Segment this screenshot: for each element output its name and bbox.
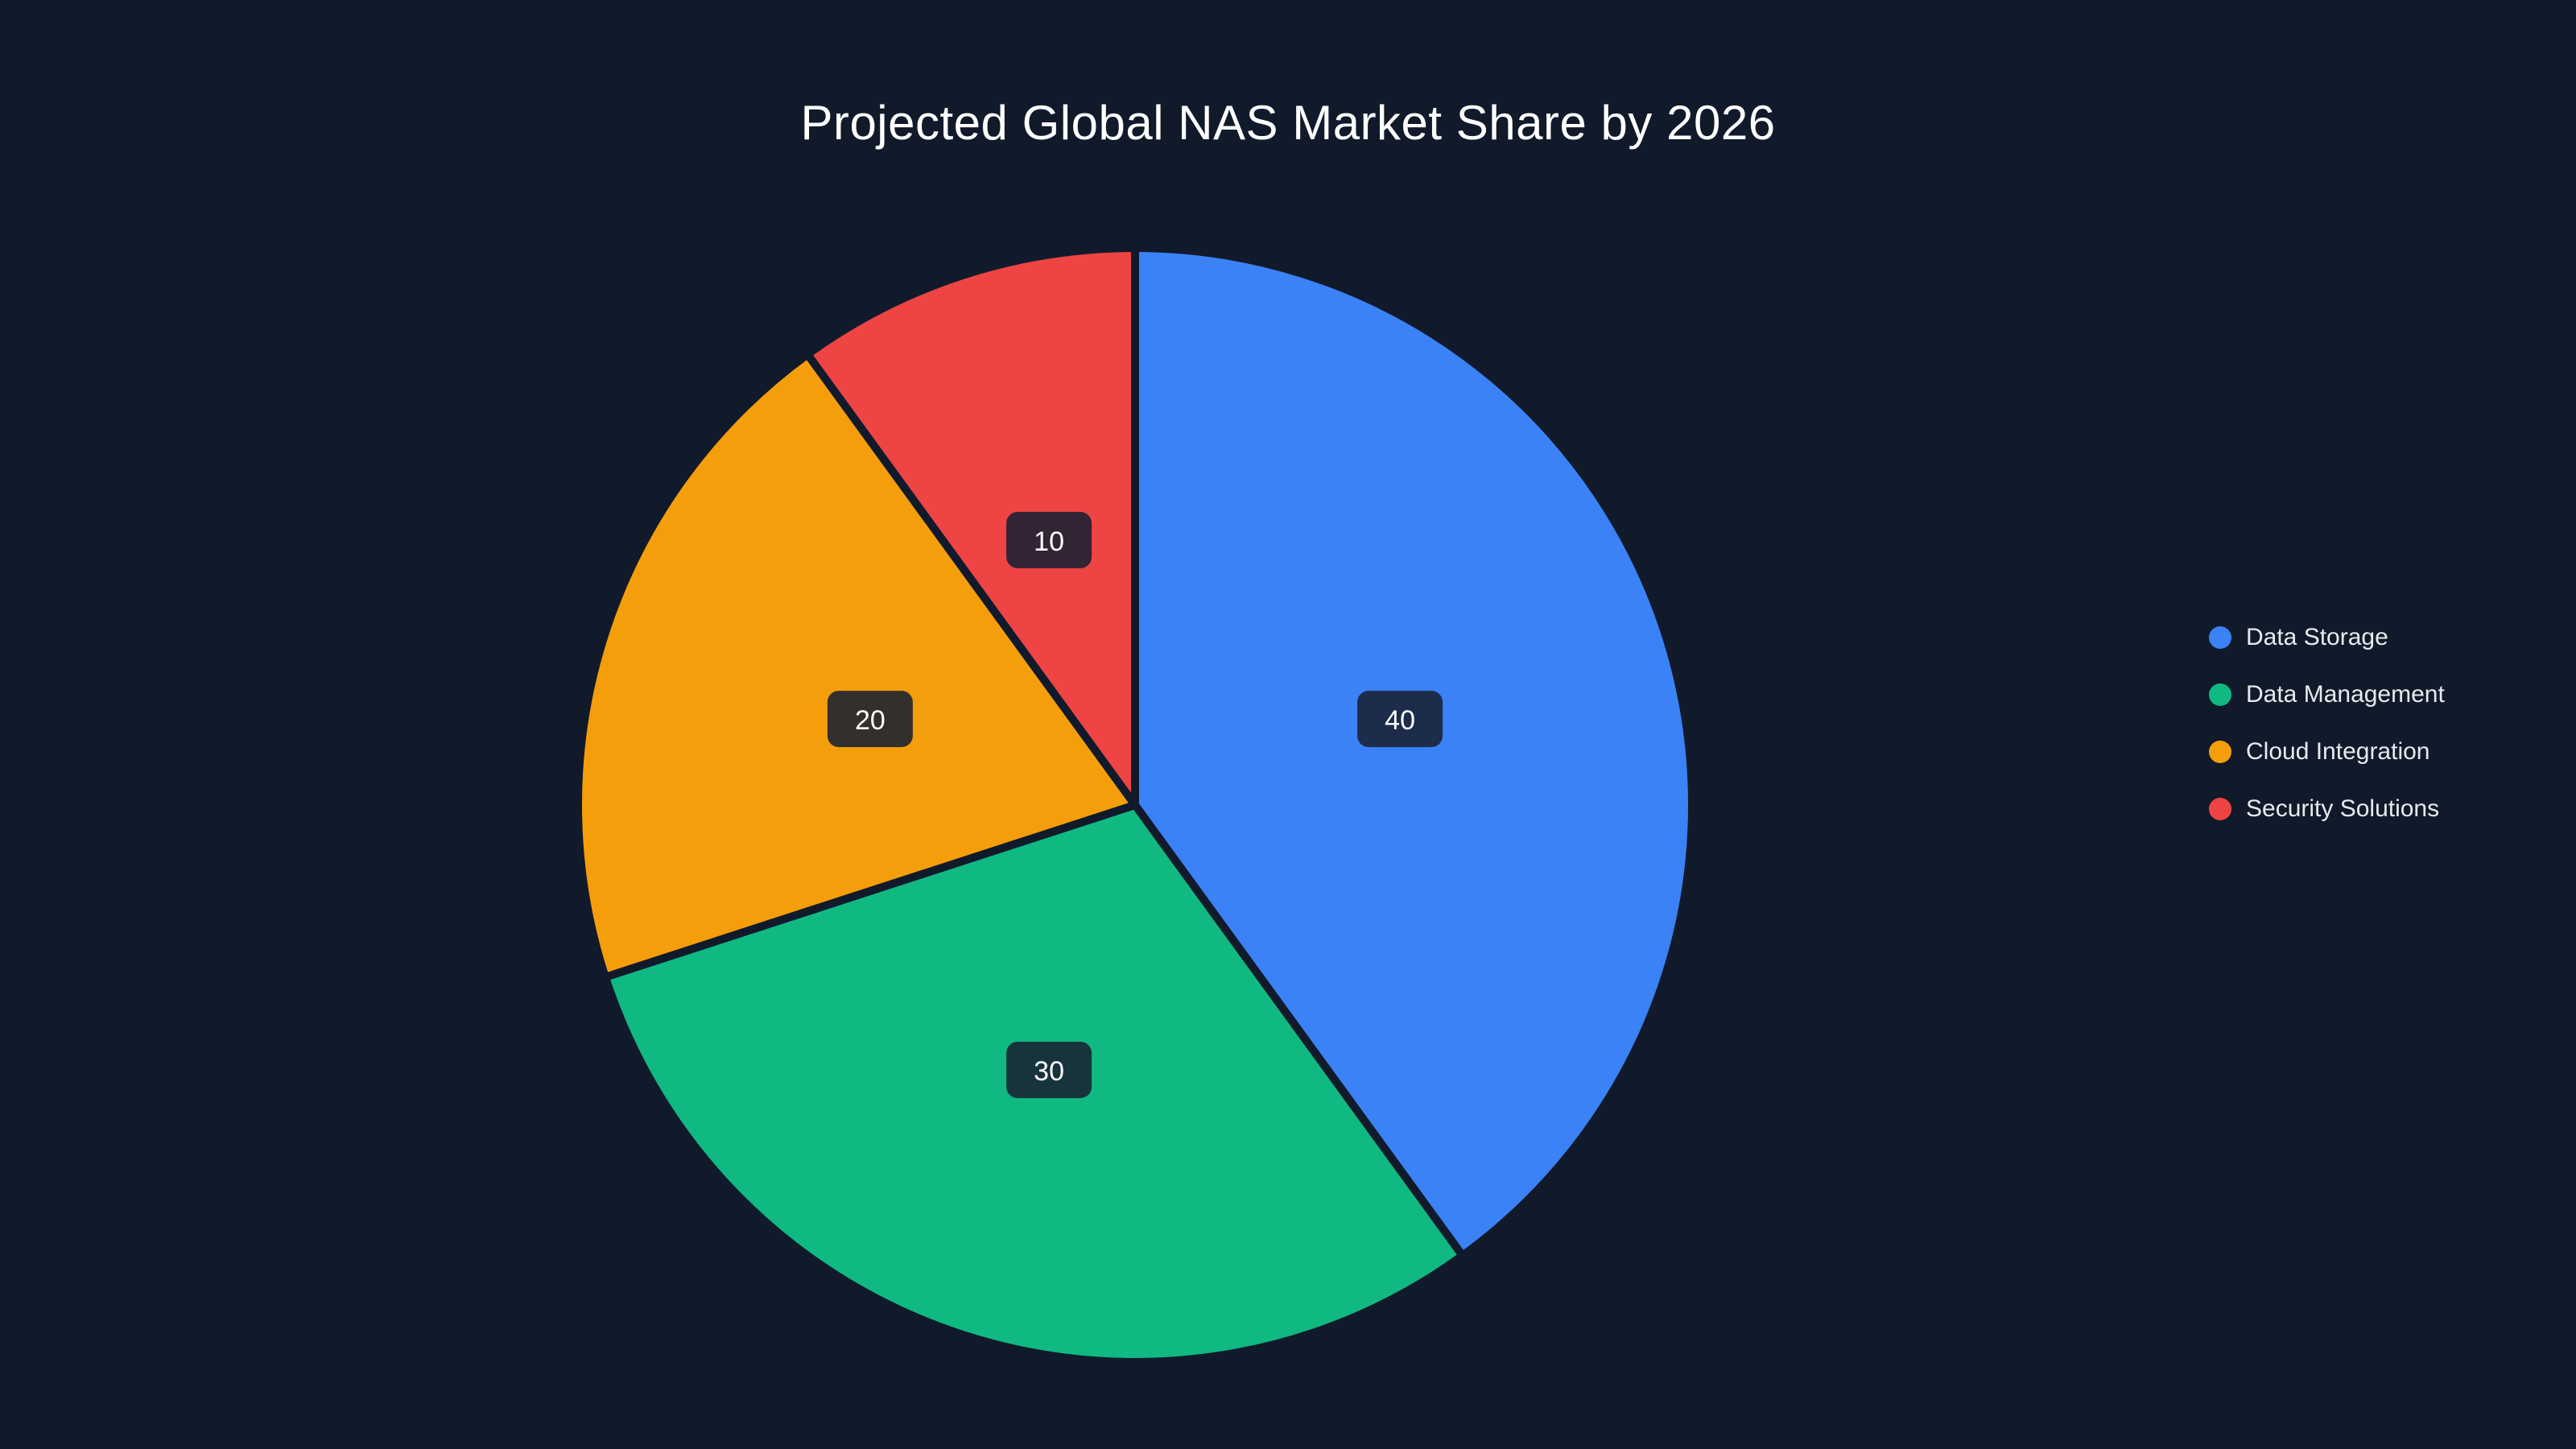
- pie-slice-data-storage[interactable]: [1131, 244, 1697, 1260]
- legend-item-data-management[interactable]: Data Management: [2209, 677, 2445, 712]
- chart-legend: Data Storage Data Management Cloud Integra…: [2209, 620, 2445, 848]
- slice-label-value: 40: [1385, 705, 1415, 736]
- slice-label-security-solutions: 10: [1006, 511, 1092, 568]
- pie-slice-cloud-integration[interactable]: [574, 350, 1139, 981]
- slice-label-box: [827, 691, 913, 748]
- slice-label-value: 30: [1034, 1056, 1064, 1087]
- legend-label: Data Management: [2246, 681, 2445, 708]
- legend-color-dot: [2209, 741, 2231, 763]
- slice-label-box: [1357, 691, 1443, 748]
- slice-label-box: [1006, 1042, 1092, 1099]
- slice-label-data-storage: 40: [1357, 691, 1443, 748]
- legend-item-security-solutions[interactable]: Security Solutions: [2209, 791, 2445, 827]
- slice-label-data-management: 30: [1006, 1042, 1092, 1099]
- legend-item-cloud-integration[interactable]: Cloud Integration: [2209, 734, 2445, 770]
- slice-label-cloud-integration: 20: [827, 691, 913, 748]
- slice-label-value: 20: [855, 705, 886, 736]
- legend-item-data-storage[interactable]: Data Storage: [2209, 620, 2445, 655]
- legend-color-dot: [2209, 798, 2231, 820]
- slice-label-box: [1006, 511, 1092, 568]
- chart-title: Projected Global NAS Market Share by 202…: [800, 96, 1776, 150]
- legend-label: Cloud Integration: [2246, 738, 2430, 765]
- legend-color-dot: [2209, 683, 2231, 706]
- pie-slice-security-solutions[interactable]: [803, 244, 1139, 809]
- legend-label: Security Solutions: [2246, 795, 2440, 822]
- legend-label: Data Storage: [2246, 624, 2388, 650]
- slice-label-value: 10: [1034, 526, 1064, 557]
- legend-color-dot: [2209, 626, 2231, 649]
